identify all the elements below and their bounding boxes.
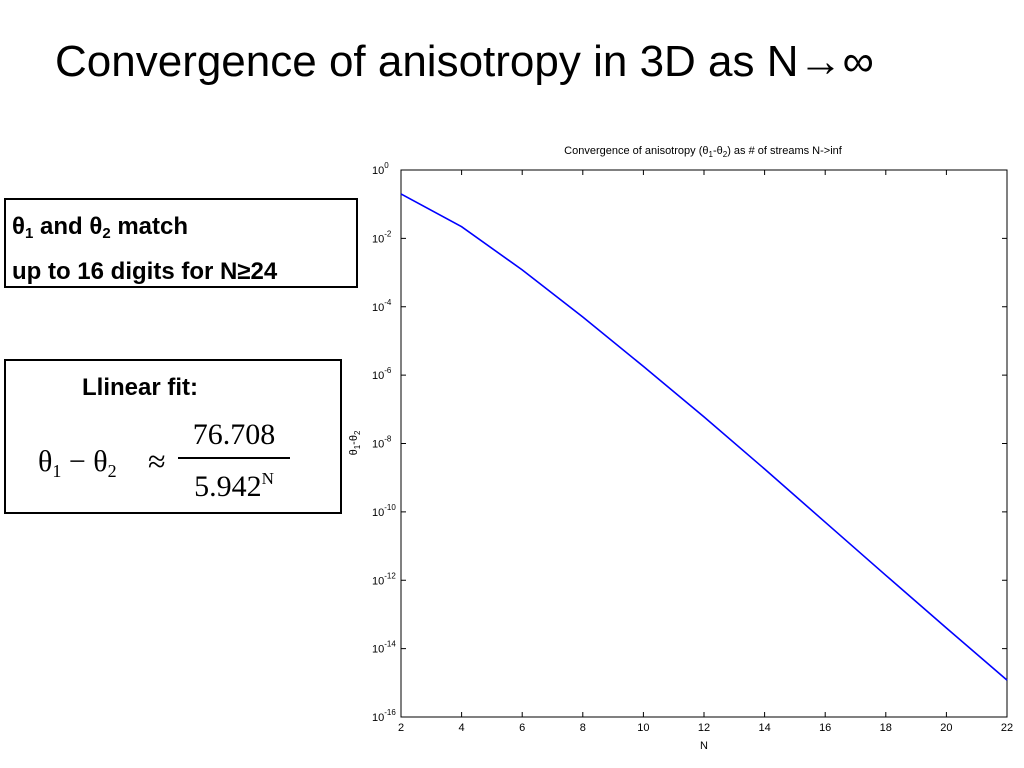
y-label-sub-2: 2 (353, 430, 362, 435)
chart-title-sub-2: 2 (723, 150, 728, 159)
formula-numerator: 76.708 (192, 418, 276, 451)
formula-minus: − (61, 445, 94, 478)
x-tick-label: 16 (819, 722, 831, 734)
chart-title-theta-1: θ (702, 145, 708, 157)
y-tick-label: 10-12 (372, 571, 396, 587)
formula-approx: ≈ (148, 443, 166, 479)
denominator-base: 5.942 (194, 470, 262, 503)
fraction-bar (178, 457, 290, 459)
fit-label: Llinear fit: (82, 374, 199, 401)
y-tick-label: 10-2 (372, 229, 392, 245)
chart-title-dash: - (713, 145, 717, 157)
formula-theta-2: θ (93, 445, 108, 478)
formula-theta-1: θ (38, 445, 53, 478)
y-tick-label: 10-8 (372, 435, 392, 451)
chart-title: Convergence of anisotropy (θ1-θ2) as # o… (564, 145, 843, 159)
formula-fraction: 76.708 5.942N (178, 415, 290, 507)
chart-title-theta-2: θ (717, 145, 723, 157)
y-tick-label: 10-4 (372, 298, 392, 314)
y-label-theta-2: θ (348, 435, 360, 441)
formula-lhs: θ1 − θ2 (38, 445, 117, 482)
theta-1-symbol: θ (12, 213, 25, 240)
denominator-exponent: N (261, 469, 274, 488)
y-tick-label: 10-10 (372, 503, 396, 519)
y-label-dash: - (348, 441, 360, 445)
y-label-sub-1: 1 (353, 444, 362, 449)
digits-match-box: θ1 and θ2 match up to 16 digits for N≥24 (4, 198, 358, 288)
y-tick-label: 100 (372, 161, 389, 177)
theta-1-subscript: 1 (24, 225, 34, 242)
y-axis: 100 10-2 10-4 10-6 10-8 10-10 10-12 10-14 10-16 (372, 161, 1007, 724)
match-line-2: up to 16 digits for N≥24 (12, 258, 278, 285)
x-tick-label: 18 (880, 722, 892, 734)
y-tick-label: 10-14 (372, 640, 396, 656)
x-tick-label: 2 (398, 722, 404, 734)
y-label-theta-1: θ (348, 449, 360, 455)
theta-2-symbol: θ (89, 213, 103, 240)
and-text: and (33, 213, 90, 240)
x-tick-label: 12 (698, 722, 710, 734)
theta-2-subscript: 2 (102, 225, 111, 242)
match-text: match (110, 213, 189, 240)
x-tick-label: 14 (758, 722, 770, 734)
chart-title-part: Convergence of anisotropy ( (564, 145, 703, 157)
slide-title: Convergence of anisotropy in 3D as N→∞ (55, 37, 874, 86)
x-axis: 2 4 6 8 10 12 14 16 18 20 22 (398, 170, 1013, 734)
fit-formula: θ1 − θ2 ≈ 76.708 5.942N (38, 415, 338, 505)
x-tick-label: 8 (580, 722, 586, 734)
formula-sub-2: 2 (107, 461, 117, 481)
series-layer (400, 193, 1008, 681)
match-line-1: θ1 and θ2 match (12, 208, 356, 253)
y-axis-label: θ1-θ2 (348, 430, 362, 455)
x-tick-label: 4 (459, 722, 465, 734)
x-tick-label: 22 (1001, 722, 1013, 734)
formula-denominator: 5.942N (178, 459, 290, 507)
x-tick-label: 6 (519, 722, 525, 734)
linear-fit-box: Llinear fit: θ1 − θ2 ≈ 76.708 5.942N (4, 359, 342, 514)
chart-title-sub-1: 1 (708, 150, 713, 159)
formula-sub-1: 1 (52, 461, 62, 481)
y-tick-label: 10-6 (372, 366, 392, 382)
chart-title-rest: ) as # of streams N->inf (727, 145, 843, 157)
series-line (400, 193, 1008, 681)
x-tick-label: 10 (637, 722, 649, 734)
plot-frame (400, 169, 1008, 718)
x-axis-label: N (700, 740, 708, 752)
y-tick-label: 10-16 (372, 708, 396, 724)
x-tick-label: 20 (940, 722, 952, 734)
